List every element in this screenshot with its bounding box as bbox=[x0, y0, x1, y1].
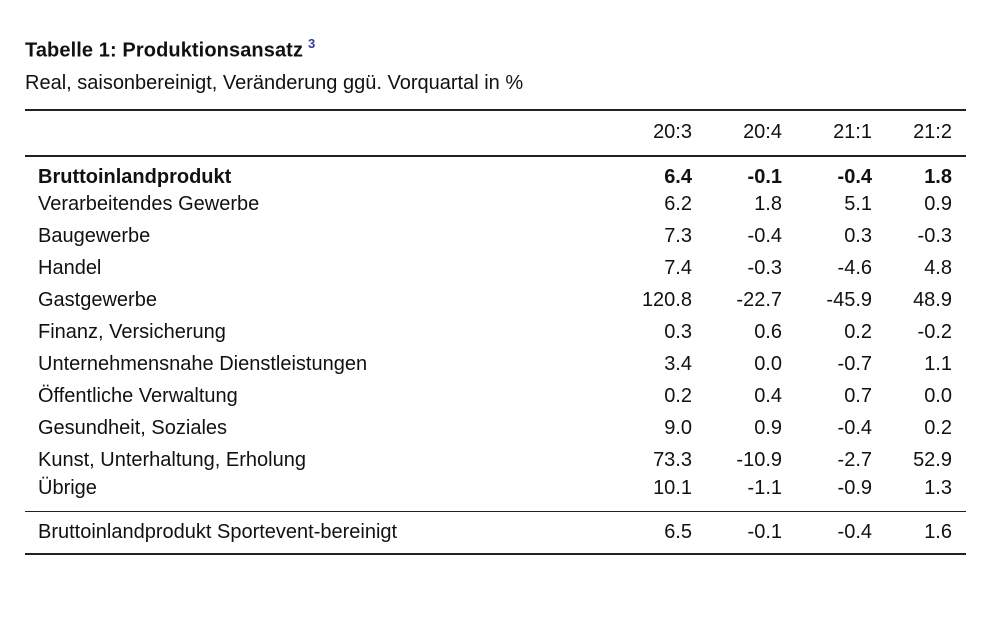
column-header-21-2: 21:2 bbox=[913, 121, 952, 144]
row-label: Gesundheit, Soziales bbox=[38, 417, 228, 440]
row-label: Baugewerbe bbox=[38, 225, 151, 248]
cell-value: -0.9 bbox=[837, 476, 872, 499]
cell-value: 48.9 bbox=[913, 289, 952, 312]
row-label: Öffentliche Verwaltung bbox=[38, 385, 238, 408]
cell-value: 6.2 bbox=[664, 193, 692, 216]
cell-value: 0.2 bbox=[844, 321, 872, 344]
table-row-verarbeitendes-gewerbe: Verarbeitendes Gewerbe 6.2 1.8 5.1 0.9 bbox=[25, 189, 966, 221]
cell-value: 0.2 bbox=[664, 385, 692, 408]
row-label: Bruttoinlandprodukt bbox=[38, 165, 232, 188]
cell-value: -0.4 bbox=[837, 165, 872, 188]
cell-value: -4.6 bbox=[837, 257, 872, 280]
cell-value: 5.1 bbox=[844, 193, 872, 216]
cell-value: 0.0 bbox=[754, 353, 782, 376]
column-header-20-4: 20:4 bbox=[743, 121, 782, 144]
cell-value: -10.9 bbox=[736, 449, 782, 472]
table-row-gastgewerbe: Gastgewerbe 120.8 -22.7 -45.9 48.9 bbox=[25, 285, 966, 317]
row-label: Handel bbox=[38, 257, 102, 280]
production-table: 20:3 20:4 21:1 21:2 Bruttoinlandprodukt … bbox=[25, 109, 966, 556]
cell-value: -1.1 bbox=[747, 476, 782, 499]
cell-value: 1.8 bbox=[754, 193, 782, 216]
header-row: 20:3 20:4 21:1 21:2 bbox=[25, 109, 966, 156]
cell-value: 4.8 bbox=[924, 257, 952, 280]
cell-value: 73.3 bbox=[653, 449, 692, 472]
cell-value: 6.5 bbox=[664, 520, 692, 543]
row-label: Übrige bbox=[38, 476, 97, 499]
cell-value: 1.1 bbox=[924, 353, 952, 376]
column-header-20-3: 20:3 bbox=[653, 121, 692, 144]
cell-value: 9.0 bbox=[664, 417, 692, 440]
row-label: Verarbeitendes Gewerbe bbox=[38, 193, 260, 216]
cell-value: 1.8 bbox=[924, 165, 952, 188]
cell-value: 1.3 bbox=[924, 476, 952, 499]
table-subtitle: Real, saisonbereinigt, Veränderung ggü. … bbox=[25, 71, 524, 94]
table-row-oeffentliche-verwaltung: Öffentliche Verwaltung 0.2 0.4 0.7 0.0 bbox=[25, 381, 966, 413]
table-title: Tabelle 1: Produktionsansatz 3 bbox=[25, 32, 966, 64]
table-row-bip: Bruttoinlandprodukt 6.4 -0.1 -0.4 1.8 bbox=[25, 156, 966, 189]
cell-value: 6.4 bbox=[664, 165, 692, 188]
cell-value: 0.0 bbox=[924, 385, 952, 408]
table-row-bip-sportevent-bereinigt: Bruttoinlandprodukt Sportevent-bereinigt… bbox=[25, 511, 966, 555]
cell-value: 0.9 bbox=[924, 193, 952, 216]
cell-value: -0.3 bbox=[917, 225, 952, 248]
cell-value: -0.7 bbox=[837, 353, 872, 376]
cell-value: -0.1 bbox=[747, 165, 782, 188]
cell-value: 3.4 bbox=[664, 353, 692, 376]
footnote-link[interactable]: 3 bbox=[308, 36, 316, 51]
cell-value: -0.4 bbox=[747, 225, 782, 248]
cell-value: 10.1 bbox=[653, 476, 692, 499]
cell-value: 0.6 bbox=[754, 321, 782, 344]
cell-value: 7.4 bbox=[664, 257, 692, 280]
table-row-gesundheit-soziales: Gesundheit, Soziales 9.0 0.9 -0.4 0.2 bbox=[25, 413, 966, 445]
table-footer: Bruttoinlandprodukt Sportevent-bereinigt… bbox=[25, 511, 966, 555]
cell-value: 0.2 bbox=[924, 417, 952, 440]
cell-value: 0.3 bbox=[664, 321, 692, 344]
table-row-kunst-unterhaltung-erholung: Kunst, Unterhaltung, Erholung 73.3 -10.9… bbox=[25, 445, 966, 477]
row-label: Unternehmensnahe Dienstleistungen bbox=[38, 353, 368, 376]
table-header: 20:3 20:4 21:1 21:2 bbox=[25, 109, 966, 156]
row-label: Bruttoinlandprodukt Sportevent-bereinigt bbox=[38, 520, 398, 543]
cell-value: 0.9 bbox=[754, 417, 782, 440]
cell-value: 0.7 bbox=[844, 385, 872, 408]
table-body: Bruttoinlandprodukt 6.4 -0.1 -0.4 1.8 Ve… bbox=[25, 156, 966, 512]
cell-value: -45.9 bbox=[826, 289, 872, 312]
cell-value: 0.3 bbox=[844, 225, 872, 248]
cell-value: 120.8 bbox=[641, 289, 692, 312]
cell-value: 1.6 bbox=[924, 520, 952, 543]
cell-value: -0.2 bbox=[917, 321, 952, 344]
cell-value: 7.3 bbox=[664, 225, 692, 248]
table-row-baugewerbe: Baugewerbe 7.3 -0.4 0.3 -0.3 bbox=[25, 221, 966, 253]
table-row-finanz-versicherung: Finanz, Versicherung 0.3 0.6 0.2 -0.2 bbox=[25, 317, 966, 349]
cell-value: -2.7 bbox=[837, 449, 872, 472]
table-row-uebrige: Übrige 10.1 -1.1 -0.9 1.3 bbox=[25, 477, 966, 512]
row-label: Gastgewerbe bbox=[38, 289, 157, 312]
column-header-21-1: 21:1 bbox=[833, 121, 872, 144]
cell-value: -0.4 bbox=[837, 417, 872, 440]
cell-value: -0.3 bbox=[747, 257, 782, 280]
row-label: Finanz, Versicherung bbox=[38, 321, 226, 344]
table-row-unternehmensnahe-dienstleistungen: Unternehmensnahe Dienstleistungen 3.4 0.… bbox=[25, 349, 966, 381]
cell-value: -0.4 bbox=[837, 520, 872, 543]
cell-value: 52.9 bbox=[913, 449, 952, 472]
row-label: Kunst, Unterhaltung, Erholung bbox=[38, 449, 306, 472]
table-title-text: Tabelle 1: Produktionsansatz bbox=[25, 39, 304, 62]
cell-value: 0.4 bbox=[754, 385, 782, 408]
cell-value: -0.1 bbox=[747, 520, 782, 543]
table-row-handel: Handel 7.4 -0.3 -4.6 4.8 bbox=[25, 253, 966, 285]
header-label-spacer bbox=[25, 110, 602, 156]
cell-value: -22.7 bbox=[736, 289, 782, 312]
